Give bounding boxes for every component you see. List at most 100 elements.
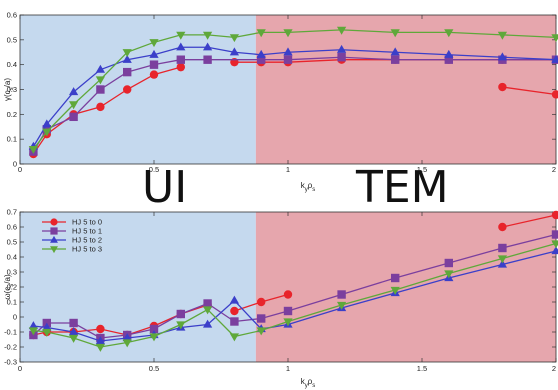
- data-point: [202, 306, 213, 315]
- data-point: [28, 145, 39, 154]
- data-point: [202, 31, 213, 40]
- y-tick-label: -0.3: [4, 358, 17, 367]
- y-tick-label: 0: [13, 160, 17, 169]
- data-point: [391, 55, 400, 64]
- data-point: [551, 54, 558, 63]
- x-tick-label: 0: [18, 364, 22, 373]
- y-tick-label: 0.3: [7, 85, 17, 94]
- y-tick-label: -0.2: [4, 343, 17, 352]
- data-point: [149, 324, 159, 334]
- data-point: [229, 333, 240, 342]
- series: [28, 42, 558, 150]
- x-tick-label: 0.5: [149, 364, 159, 373]
- data-point: [257, 297, 266, 307]
- y-axis-label: ω(cs/a): [3, 274, 15, 300]
- data-point: [283, 29, 293, 38]
- data-point: [42, 119, 52, 128]
- data-point: [176, 309, 185, 319]
- data-point: [444, 49, 454, 58]
- data-point: [50, 218, 58, 226]
- data-point: [202, 42, 213, 51]
- data-point: [122, 333, 132, 342]
- ui-region-label: UI: [142, 162, 187, 213]
- data-point: [176, 55, 185, 64]
- data-point: [95, 336, 106, 345]
- data-point: [257, 314, 266, 323]
- data-point: [498, 243, 507, 253]
- x-axis-label: kyρs: [301, 377, 316, 389]
- y-axis-label: γ(cs/a): [3, 78, 15, 101]
- data-point: [498, 222, 507, 232]
- series: [28, 246, 558, 345]
- y-tick-label: 0.6: [7, 11, 17, 20]
- growth-rate-panel: 0 0.1 0.2 0.3 0.4 0.5 0.6 0 0.5 1 1.5 2 γ(cs/a) kyρs: [3, 11, 558, 193]
- data-point: [256, 29, 266, 38]
- y-tick-label: 0: [13, 313, 17, 322]
- legend-entry: HJ 5 to 1: [72, 227, 102, 236]
- data-point: [69, 112, 78, 122]
- x-tick-label: 1.5: [417, 364, 427, 373]
- tem-region-label: TEM: [355, 162, 449, 213]
- series-line: [32, 46, 557, 147]
- data-point: [498, 82, 507, 92]
- data-point: [203, 55, 212, 64]
- series-line: [33, 250, 557, 342]
- y-tick-label: 0.7: [7, 208, 17, 217]
- data-point: [176, 321, 186, 330]
- y-tick-label: 0.1: [7, 135, 17, 144]
- y-tick-label: 0.1: [7, 298, 17, 307]
- data-point: [551, 246, 558, 255]
- data-point: [444, 29, 454, 38]
- data-point: [283, 47, 293, 56]
- data-point: [176, 31, 186, 40]
- data-point: [497, 31, 508, 40]
- data-point: [256, 49, 266, 58]
- data-point: [50, 227, 58, 235]
- data-point: [256, 327, 266, 336]
- x-tick-label: 1: [286, 364, 290, 373]
- data-point: [42, 322, 52, 331]
- data-point: [122, 339, 132, 348]
- data-point: [96, 85, 105, 94]
- series: [28, 26, 558, 154]
- series-line: [33, 242, 557, 348]
- data-point: [551, 230, 558, 239]
- y-tick-label: 0.5: [7, 35, 17, 44]
- data-point: [391, 273, 400, 283]
- data-point: [95, 76, 106, 85]
- series-line: [32, 29, 557, 150]
- series: [28, 240, 558, 352]
- legend-entry: HJ 5 to 0: [72, 218, 102, 227]
- data-point: [337, 53, 346, 62]
- data-point: [96, 102, 105, 112]
- data-point: [390, 286, 400, 295]
- y-tick-label: 0.3: [7, 268, 17, 277]
- data-point: [68, 101, 79, 110]
- x-tick-label: 0.5: [149, 165, 159, 174]
- data-point: [122, 49, 132, 58]
- series-line: [502, 86, 557, 96]
- data-point: [229, 34, 240, 43]
- data-point: [149, 333, 159, 342]
- data-point: [257, 55, 266, 64]
- data-point: [123, 67, 132, 77]
- data-point: [96, 324, 105, 334]
- data-point: [149, 49, 159, 58]
- data-point: [283, 318, 293, 327]
- data-point: [203, 299, 212, 308]
- data-point: [176, 62, 185, 72]
- series: [498, 82, 558, 99]
- x-tick-label: 1.5: [417, 165, 427, 174]
- data-point: [551, 240, 558, 249]
- legend-entry: HJ 5 to 2: [72, 236, 102, 245]
- data-point: [444, 55, 453, 64]
- data-point: [283, 55, 293, 64]
- data-point: [28, 327, 39, 336]
- data-point: [229, 295, 240, 304]
- data-point: [229, 47, 240, 56]
- data-point: [68, 87, 79, 96]
- y-tick-label: 0.2: [7, 283, 17, 292]
- data-point: [202, 319, 213, 328]
- x-tick-label: 2: [552, 364, 556, 373]
